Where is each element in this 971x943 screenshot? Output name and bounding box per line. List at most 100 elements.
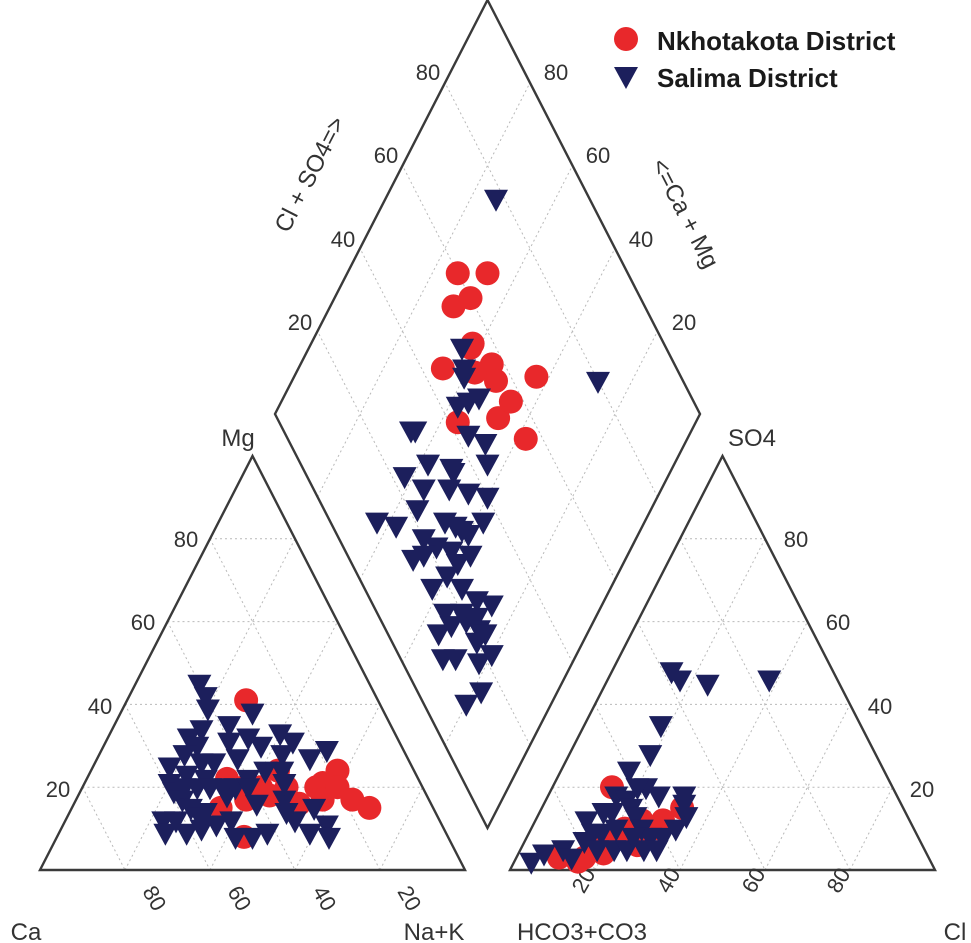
diamond-point-salima xyxy=(458,545,483,568)
diamond-left-axis-label: Cl + SO4=> xyxy=(270,112,352,236)
diamond-point-salima xyxy=(473,433,498,456)
diamond-point-salima xyxy=(454,694,479,717)
diamond-point-salima xyxy=(456,483,481,506)
diamond-left-tick-60: 60 xyxy=(374,143,398,168)
diamond-left-tick-80: 80 xyxy=(416,60,440,85)
anion-point-salima xyxy=(625,778,650,801)
diamond-frame xyxy=(273,0,702,831)
diamond-point-salima xyxy=(445,396,470,419)
cation-point-salima xyxy=(314,740,339,763)
cation-point-salima xyxy=(236,778,261,801)
anion-point-salima xyxy=(651,827,675,850)
diamond-point-salima xyxy=(403,421,428,444)
diamond-point-salima xyxy=(365,512,389,535)
legend-label-salima: Salima District xyxy=(657,63,838,93)
diamond-point-salima xyxy=(416,454,440,477)
diamond-right-tick-20: 20 xyxy=(672,310,696,335)
cation-point-salima xyxy=(195,699,220,722)
cation-point-salima xyxy=(174,765,199,788)
anion-point-salima xyxy=(672,786,697,809)
diamond-right-axis-label: <=Ca + Mg xyxy=(645,154,724,273)
cation-point-salima xyxy=(193,687,218,710)
diamond-point-salima xyxy=(420,578,445,601)
diamond-point-salima xyxy=(467,653,491,676)
anion-right-tick-20: 20 xyxy=(910,777,934,802)
diamond-point-salima xyxy=(467,388,491,411)
diamond-point-salima xyxy=(426,624,451,647)
cation-left-tick-60: 60 xyxy=(131,610,155,635)
anion-point-salima xyxy=(668,670,692,693)
diamond-point-nkhotakota xyxy=(486,406,511,431)
cation-grid-line xyxy=(379,786,423,871)
cation-point-salima xyxy=(164,811,188,834)
diamond-point-salima xyxy=(450,603,474,626)
cation-point-salima xyxy=(223,827,248,850)
diamond-point-salima xyxy=(443,649,468,672)
diamond-right-tick-40: 40 xyxy=(629,227,653,252)
data-points-layer xyxy=(151,189,782,875)
diamond-point-nkhotakota xyxy=(513,426,538,451)
anion-grid-line xyxy=(552,786,596,871)
cation-grid-line xyxy=(82,786,126,871)
anion-corner-hco3: HCO3+CO3 xyxy=(517,919,647,943)
anion-point-salima xyxy=(604,819,629,842)
diamond-point-salima xyxy=(469,682,494,705)
cation-point-salima xyxy=(268,724,293,747)
legend-circle-icon xyxy=(614,27,638,51)
diamond-point-nkhotakota xyxy=(524,364,549,389)
cation-point-salima xyxy=(189,819,214,842)
anion-point-salima xyxy=(532,844,556,867)
cation-point-salima xyxy=(202,753,227,776)
anion-grid-line xyxy=(849,786,893,871)
cation-bottom-tick-80: 80 xyxy=(138,881,172,915)
cation-point-salima xyxy=(236,728,261,751)
diamond-point-salima xyxy=(475,454,500,477)
cation-point-salima xyxy=(274,803,299,826)
diamond-point-salima xyxy=(433,603,457,626)
diamond-point-salima xyxy=(452,359,477,382)
anion-right-tick-40: 40 xyxy=(868,694,892,719)
anion-point-salima xyxy=(572,832,597,855)
cation-corner-mg: Mg xyxy=(221,425,254,452)
cation-point-salima xyxy=(189,720,214,743)
diamond-point-salima xyxy=(411,479,436,502)
anion-point-salima xyxy=(589,823,614,846)
diamond-point-salima xyxy=(405,500,430,523)
cation-point-salima xyxy=(317,827,341,850)
diamond-point-nkhotakota xyxy=(445,261,470,286)
cation-point-salima xyxy=(272,774,297,797)
anion-point-salima xyxy=(623,807,648,830)
cation-point-salima xyxy=(157,757,182,780)
diamond-point-salima xyxy=(411,529,436,552)
cation-triangle-frame xyxy=(38,453,467,872)
diamond-point-salima xyxy=(437,479,462,502)
cation-point-salima xyxy=(270,761,295,784)
cation-bottom-tick-60: 60 xyxy=(223,881,257,915)
anion-point-salima xyxy=(674,807,699,830)
cation-bottom-tick-40: 40 xyxy=(308,881,342,915)
diamond-grid-line xyxy=(359,248,573,663)
cation-point-salima xyxy=(270,745,295,768)
diamond-point-salima xyxy=(471,512,496,535)
diamond-point-salima xyxy=(450,338,474,361)
diamond-point-salima xyxy=(439,541,464,564)
anion-point-salima xyxy=(644,840,669,863)
cation-grid-line xyxy=(124,704,211,871)
cation-point-salima xyxy=(225,749,250,772)
diamond-point-salima xyxy=(475,487,500,510)
anion-triangle-frame xyxy=(508,453,937,872)
anion-point-salima xyxy=(617,761,641,784)
cation-point-salima xyxy=(297,749,322,772)
cation-left-tick-20: 20 xyxy=(46,777,70,802)
diamond-left-tick-40: 40 xyxy=(331,227,355,252)
legend-marker-circle xyxy=(614,27,638,51)
diamond-point-salima xyxy=(479,595,504,618)
diamond-point-salima xyxy=(479,645,504,668)
diamond-point-nkhotakota xyxy=(498,389,523,414)
anion-point-salima xyxy=(646,786,671,809)
cation-point-salima xyxy=(153,823,178,846)
diamond-point-salima xyxy=(473,624,498,647)
diamond-point-salima xyxy=(384,516,409,539)
cation-point-salima xyxy=(280,732,305,755)
cation-point-salima xyxy=(219,811,244,834)
